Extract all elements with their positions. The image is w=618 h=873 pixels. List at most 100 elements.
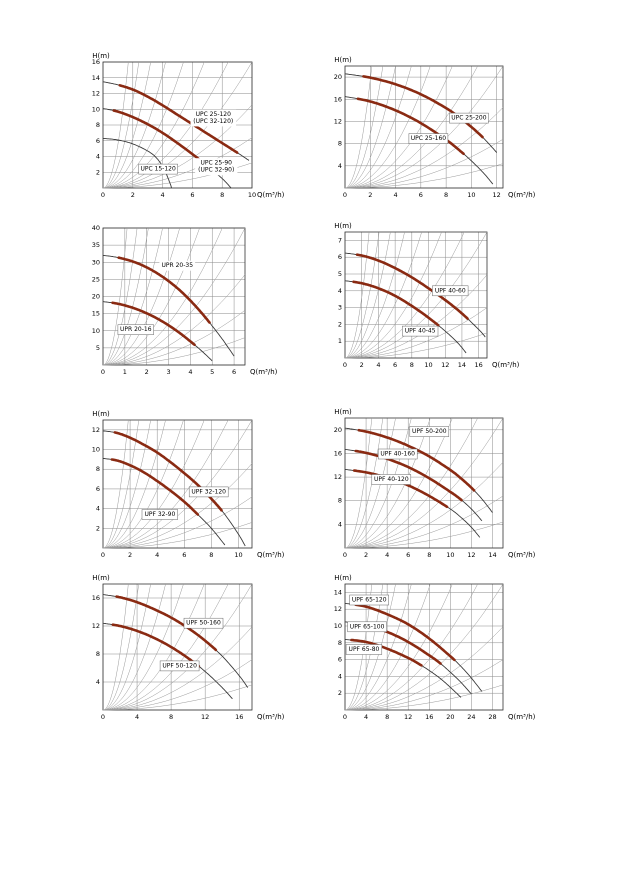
y-tick-label: 12 [92,426,100,434]
system-curve [344,65,373,189]
system-curve [102,227,246,366]
pump-curve-upc-25-120 [118,84,239,154]
system-curve [344,65,504,189]
chart-upf-40-45-60: UPF 40-60 UPF 40-45 0 2 4 6 8 10 12 14 16 1 2 3 4 5 6 7 H(… [319,218,531,378]
x-tick-label: 10 [234,551,242,559]
y-tick-label: 6 [96,137,100,145]
x-tick-label: 5 [210,368,214,376]
y-tick-label: 12 [92,622,100,630]
curve-label: UPF 50-160 [186,620,221,627]
y-axis-label: H(m) [92,52,110,60]
x-tick-label: 12 [493,191,501,199]
curve-label: UPF 65-100 [350,623,385,630]
system-curve [344,65,396,189]
x-tick-label: 12 [467,551,475,559]
system-curve [102,227,223,366]
system-curve [102,61,151,189]
curve-label: UPC 25-200 [451,115,487,122]
system-curve [344,583,478,711]
x-tick-label: 8 [444,191,448,199]
system-curve [102,583,151,711]
y-tick-label: 2 [338,320,342,328]
chart-upr-20: UPR 20-35 UPR 20-16 0 1 2 3 4 5 6 5 10 15 20 25 30 35 40… [77,214,289,385]
curve-label: UPF 50-200 [412,428,447,435]
x-tick-label: 0 [101,551,105,559]
x-tick-label: 0 [101,191,105,199]
system-curve [345,521,504,549]
x-tick-label: 4 [364,713,368,721]
x-tick-label: 4 [188,368,192,376]
y-tick-label: 8 [338,140,342,148]
curve-label: UPR 20-35 [162,262,194,269]
y-tick-label: 8 [338,639,342,647]
system-curve [344,417,373,549]
x-tick-label: 8 [220,191,224,199]
plot-frame [102,227,246,366]
x-tick-label: 6 [182,551,186,559]
y-tick-label: 5 [96,344,100,352]
y-tick-label: 1 [338,337,342,345]
system-curve [102,419,140,549]
curve-label-box [449,112,489,124]
y-tick-label: 20 [334,426,342,434]
y-tick-label: 30 [92,258,100,266]
x-axis-label: Q(m³/h) [492,361,520,369]
curve-label-box [432,285,469,297]
x-tick-label: 4 [155,551,159,559]
system-curve [102,583,229,711]
curve-label-box [138,163,178,175]
curve-label: UPF 40-60 [435,287,466,294]
system-curve [102,61,205,189]
system-curve [344,417,478,549]
chart-upf-65: UPF 65-120 UPF 65-100 UPF 65-80 0 4 8 12 16 20 24… [319,570,547,730]
y-tick-label: 16 [92,58,100,66]
x-tick-label: 0 [343,191,347,199]
curve-label: UPF 40-160 [380,451,415,458]
y-tick-label: 8 [338,497,342,505]
chart-upc-25-160-200: UPC 25-200 UPC 25-160 0 2 4 6 8 10 12 4 8 12 16 20 H(m… [319,52,547,208]
y-tick-label: 7 [338,236,342,244]
system-curve [102,583,140,711]
x-tick-label: 8 [385,713,389,721]
curve-label: UPR 20-16 [120,326,152,333]
curve-label-box [409,426,450,437]
x-tick-label: 12 [201,713,209,721]
system-curve [102,419,184,549]
system-curve [344,583,453,711]
system-curve [344,231,422,359]
y-tick-label: 8 [96,121,100,129]
x-tick-label: 4 [385,551,389,559]
system-curve [344,65,478,189]
system-curve [102,583,205,711]
pump-curve-upr-20-16 [111,301,196,346]
x-axis-label: Q(m³/h) [508,551,536,559]
system-curve [344,417,504,549]
system-curve [102,583,253,711]
chart-svg-upc-25-160-200: UPC 25-200 UPC 25-160 0 2 4 6 8 10 12 4 8 12 16 20 H(m… [334,56,536,199]
curve-label-box [188,486,229,498]
x-tick-label: 8 [410,361,414,369]
y-tick-label: 3 [338,304,342,312]
curve-label-box [349,594,389,606]
curve-label: UPF 65-80 [349,646,380,653]
x-tick-label: 14 [458,361,466,369]
system-curve [344,462,504,549]
y-tick-label: 16 [334,449,342,457]
x-tick-label: 28 [488,713,496,721]
x-tick-label: 0 [343,713,347,721]
system-curve [102,419,253,549]
system-curve [102,583,166,711]
y-tick-label: 10 [334,622,342,630]
x-tick-label: 14 [488,551,496,559]
y-tick-label: 2 [338,689,342,697]
system-curve [102,583,184,711]
y-tick-label: 6 [338,656,342,664]
system-curve [345,684,504,711]
pump-curve-upc-25-90 [112,109,215,173]
chart-svg-upf-50: UPF 50-160 UPF 50-120 0 4 8 12 16 4 8 12 16 H(m) Q(m… [92,574,285,721]
y-tick-label: 14 [92,74,100,82]
curve-label: (UPC 32-90) [198,167,234,174]
system-curve [344,231,391,359]
curve-label-box [195,158,238,176]
